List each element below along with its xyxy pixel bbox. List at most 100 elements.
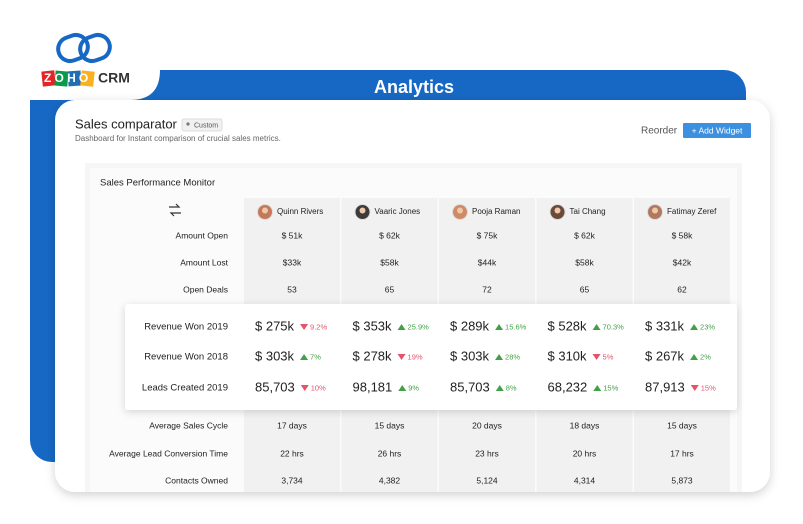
person-name: Tai Chang	[570, 207, 606, 216]
row-label: Revenue Won 2019	[144, 322, 228, 333]
row-label: Open Deals	[183, 284, 228, 294]
cell-value: 15 days	[667, 420, 697, 430]
add-widget-button[interactable]	[683, 123, 751, 138]
metric-value: $ 310k	[548, 348, 588, 363]
cell-value: 20 days	[472, 420, 502, 430]
metric-change: 10%	[311, 383, 326, 392]
cell-value: $42k	[673, 257, 692, 267]
person-name: Fatimay Zeref	[667, 207, 717, 216]
cell-value: 72	[482, 284, 492, 294]
cell-value: $ 51k	[282, 230, 304, 240]
subtitle: Dashboard for Instant comparison of cruc…	[75, 134, 281, 143]
cell-value: 4,382	[379, 475, 401, 485]
cell-value: 17 hrs	[670, 448, 694, 458]
cell-value: 18 days	[570, 420, 600, 430]
metric-change: 15.6%	[505, 322, 527, 331]
metric-change: 9%	[408, 383, 419, 392]
metric-value: 85,703	[450, 379, 490, 394]
arrow-up	[495, 324, 504, 330]
metric-value: 68,232	[548, 379, 588, 394]
cell-value: $44k	[478, 257, 497, 267]
cell-value: 65	[580, 284, 590, 294]
metric-change: 9.2%	[310, 322, 327, 331]
arrow-down	[300, 385, 309, 391]
cell-value: 5,124	[476, 475, 498, 485]
cell-value: 15 days	[375, 420, 405, 430]
metric-value: 98,181	[353, 379, 393, 394]
avatar-face	[262, 207, 268, 214]
row-label: Leads Created 2019	[142, 383, 228, 394]
add-widget-label[interactable]: + Add Widget	[692, 125, 743, 135]
highlight-box	[125, 304, 737, 410]
cell-value: 20 hrs	[573, 448, 597, 458]
arrow-up	[690, 354, 699, 360]
row-label: Amount Lost	[180, 257, 228, 267]
cell-value: $58k	[380, 257, 399, 267]
arrow-down	[690, 385, 699, 391]
arrow-up	[398, 385, 407, 391]
metric-value: $ 528k	[548, 318, 588, 333]
row-label: Revenue Won 2018	[144, 352, 228, 363]
product-name: CRM	[98, 70, 130, 86]
metric-change: 7%	[310, 352, 321, 361]
arrow-down	[397, 354, 406, 360]
cell-value: 22 hrs	[280, 448, 304, 458]
avatar-face	[457, 207, 463, 214]
metric-change: 70.3%	[603, 322, 625, 331]
zoho-boxes	[41, 70, 95, 87]
cell-value: 26 hrs	[378, 448, 402, 458]
swap-icon[interactable]	[169, 203, 181, 217]
badge-bg	[181, 118, 223, 132]
reorder-link[interactable]: Reorder	[641, 126, 678, 137]
metric-change: 8%	[506, 383, 517, 392]
arrow-up	[592, 324, 601, 330]
avatar-face	[652, 207, 658, 214]
person-name: Vaaric Jones	[375, 207, 421, 216]
arrow-up	[300, 354, 309, 360]
cell-value: $33k	[283, 257, 302, 267]
metric-change: 23%	[700, 322, 715, 331]
avatar-face	[554, 207, 561, 214]
badge-icon	[186, 122, 190, 126]
logo-rings	[56, 32, 112, 64]
arrow-down	[300, 324, 309, 330]
row-label: Amount Open	[176, 230, 229, 240]
cell-value: $ 58k	[672, 230, 694, 240]
arrow-up	[593, 385, 602, 391]
metric-value: $ 303k	[255, 348, 295, 363]
person-name: Quinn Rivers	[277, 207, 323, 216]
arrow-down	[592, 354, 601, 360]
badge: Custom	[194, 122, 218, 129]
cell-value: 53	[287, 284, 297, 294]
cell-value: 62	[677, 284, 687, 294]
metric-change: 25.9%	[408, 322, 430, 331]
metric-value: $ 267k	[645, 348, 685, 363]
metric-change: 28%	[505, 352, 520, 361]
metric-value: $ 303k	[450, 348, 490, 363]
metric-change: 19%	[408, 352, 423, 361]
metric-value: $ 331k	[645, 318, 685, 333]
metric-value: 87,913	[645, 379, 685, 394]
cell-value: 23 hrs	[475, 448, 499, 458]
arrow-up	[495, 354, 504, 360]
arrow-up	[690, 324, 699, 330]
arrow-up	[397, 324, 406, 330]
cell-value: $ 62k	[379, 230, 401, 240]
banner-title: Analytics	[374, 77, 454, 97]
cell-value: $ 62k	[574, 230, 596, 240]
page-title: Sales comparator	[75, 116, 178, 131]
zoho-logo: ZOHO	[44, 71, 91, 85]
cell-value: 17 days	[277, 420, 307, 430]
row-label: Contacts Owned	[165, 475, 228, 485]
cell-value: 3,734	[281, 475, 303, 485]
metric-change: 2%	[700, 352, 711, 361]
arrow-up	[495, 385, 504, 391]
metric-change: 15%	[603, 383, 618, 392]
metric-change: 15%	[701, 383, 716, 392]
cell-value: $ 75k	[477, 230, 499, 240]
metric-value: $ 278k	[353, 348, 393, 363]
metric-value: $ 353k	[353, 318, 393, 333]
person-name: Pooja Raman	[472, 207, 520, 216]
cell-value: $58k	[575, 257, 594, 267]
